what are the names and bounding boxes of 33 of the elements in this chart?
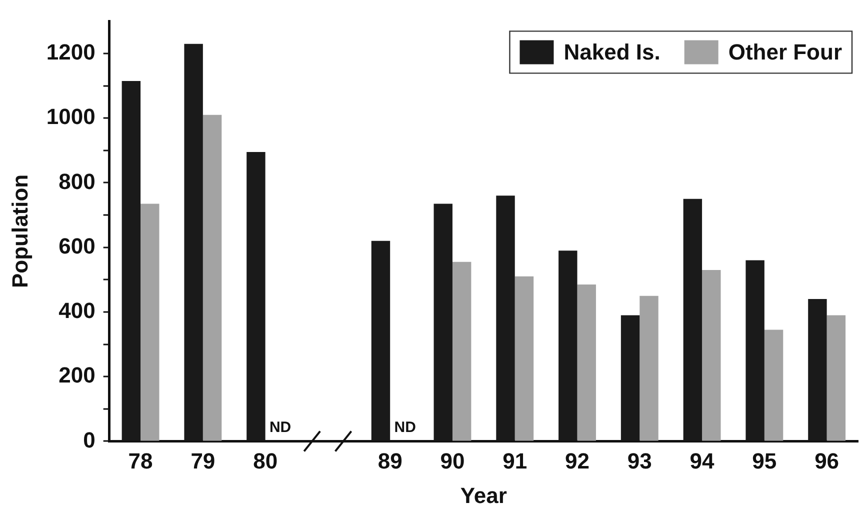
- bar: [452, 262, 472, 441]
- x-tick-label: 78: [128, 448, 153, 474]
- x-tick-label: 79: [190, 448, 216, 474]
- legend-label: Other Four: [728, 39, 842, 64]
- y-tick-label: 200: [58, 362, 96, 388]
- legend-label: Naked Is.: [564, 39, 660, 64]
- bar: [764, 330, 784, 441]
- x-tick-label: 93: [627, 448, 652, 474]
- bar: [202, 114, 222, 441]
- y-tick-label: 800: [58, 168, 96, 194]
- annotation: ND: [269, 418, 292, 436]
- bar: [640, 296, 658, 441]
- x-tick-label: 95: [752, 448, 777, 474]
- x-tick-label: 92: [565, 448, 590, 474]
- x-tick-label: 89: [378, 448, 402, 474]
- x-axis-title: Year: [460, 482, 508, 508]
- bar: [577, 284, 596, 441]
- bar: [140, 204, 160, 441]
- x-tick-label: 96: [814, 448, 840, 474]
- y-tick-label: 600: [58, 233, 96, 258]
- y-tick-label: 0: [83, 427, 96, 452]
- y-axis-title: Population: [7, 174, 32, 288]
- x-tick-label: 80: [253, 448, 278, 474]
- bar: [826, 315, 846, 441]
- bar: [702, 270, 721, 441]
- annotation: ND: [394, 418, 416, 436]
- y-tick-label: 1000: [46, 104, 96, 130]
- y-tick-label: 400: [58, 298, 96, 324]
- x-tick-label: 90: [440, 448, 465, 474]
- x-tick-label: 94: [690, 448, 716, 474]
- bar: [514, 276, 534, 441]
- y-tick-label: 1200: [46, 40, 96, 65]
- x-tick-label: 91: [502, 448, 528, 474]
